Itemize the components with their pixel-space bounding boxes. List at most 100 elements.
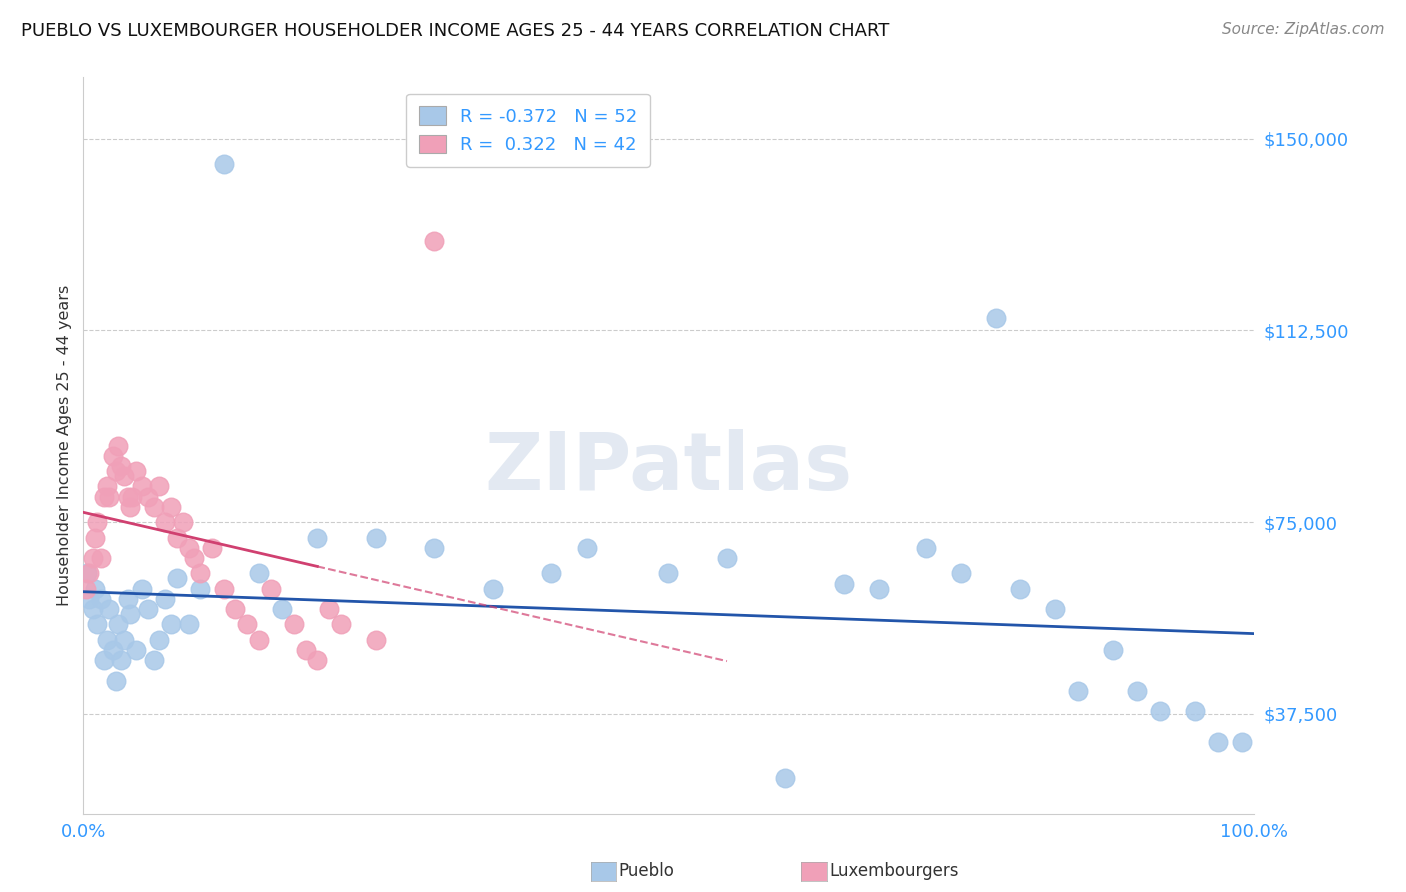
Point	[166, 531, 188, 545]
Point	[77, 566, 100, 581]
Point	[177, 617, 200, 632]
Point	[716, 551, 738, 566]
Point	[93, 653, 115, 667]
Point	[90, 591, 112, 606]
Point	[1125, 684, 1147, 698]
Point	[96, 632, 118, 647]
Point	[775, 771, 797, 785]
Point	[110, 653, 132, 667]
Point	[75, 582, 97, 596]
Point	[294, 643, 316, 657]
Point	[950, 566, 973, 581]
Point	[212, 157, 235, 171]
Point	[82, 602, 104, 616]
Point	[832, 576, 855, 591]
Point	[1208, 735, 1230, 749]
Point	[575, 541, 598, 555]
Point	[82, 551, 104, 566]
Point	[188, 566, 211, 581]
Point	[107, 438, 129, 452]
Point	[1230, 735, 1253, 749]
Point	[259, 582, 281, 596]
Y-axis label: Householder Income Ages 25 - 44 years: Householder Income Ages 25 - 44 years	[58, 285, 72, 607]
Point	[1102, 643, 1125, 657]
Point	[76, 566, 98, 581]
Legend: R = -0.372   N = 52, R =  0.322   N = 42: R = -0.372 N = 52, R = 0.322 N = 42	[406, 94, 650, 167]
Point	[1008, 582, 1031, 596]
Text: Source: ZipAtlas.com: Source: ZipAtlas.com	[1222, 22, 1385, 37]
Point	[98, 490, 121, 504]
Point	[423, 234, 446, 248]
Point	[160, 617, 183, 632]
Text: ZIPatlas: ZIPatlas	[484, 428, 852, 507]
Point	[142, 500, 165, 514]
Point	[283, 617, 305, 632]
Point	[188, 582, 211, 596]
Point	[329, 617, 352, 632]
Point	[136, 602, 159, 616]
Point	[201, 541, 224, 555]
Point	[90, 551, 112, 566]
Point	[364, 632, 387, 647]
Point	[148, 632, 170, 647]
Point	[482, 582, 505, 596]
Point	[93, 490, 115, 504]
Point	[984, 310, 1007, 325]
Point	[1067, 684, 1090, 698]
Point	[131, 479, 153, 493]
Point	[117, 490, 139, 504]
Text: PUEBLO VS LUXEMBOURGER HOUSEHOLDER INCOME AGES 25 - 44 YEARS CORRELATION CHART: PUEBLO VS LUXEMBOURGER HOUSEHOLDER INCOM…	[21, 22, 890, 40]
Point	[318, 602, 340, 616]
Point	[224, 602, 246, 616]
Point	[77, 591, 100, 606]
Point	[307, 531, 329, 545]
Point	[247, 632, 270, 647]
Point	[307, 653, 329, 667]
Point	[423, 541, 446, 555]
Point	[1149, 704, 1171, 718]
Point	[212, 582, 235, 596]
Point	[1043, 602, 1066, 616]
Text: Pueblo: Pueblo	[619, 863, 675, 880]
Point	[1184, 704, 1206, 718]
Point	[84, 582, 107, 596]
Point	[868, 582, 890, 596]
Point	[120, 607, 142, 622]
Point	[117, 591, 139, 606]
Point	[112, 632, 135, 647]
Point	[236, 617, 259, 632]
Point	[177, 541, 200, 555]
Point	[148, 479, 170, 493]
Point	[98, 602, 121, 616]
Point	[364, 531, 387, 545]
Point	[86, 617, 108, 632]
Point	[657, 566, 679, 581]
Point	[136, 490, 159, 504]
Text: Luxembourgers: Luxembourgers	[830, 863, 959, 880]
Point	[105, 464, 128, 478]
Point	[247, 566, 270, 581]
Point	[540, 566, 562, 581]
Point	[142, 653, 165, 667]
Point	[120, 500, 142, 514]
Point	[84, 531, 107, 545]
Point	[155, 515, 177, 529]
Point	[155, 591, 177, 606]
Point	[107, 617, 129, 632]
Point	[183, 551, 205, 566]
Point	[101, 643, 124, 657]
Point	[86, 515, 108, 529]
Point	[160, 500, 183, 514]
Point	[915, 541, 938, 555]
Point	[271, 602, 294, 616]
Point	[121, 490, 143, 504]
Point	[172, 515, 194, 529]
Point	[125, 464, 148, 478]
Point	[131, 582, 153, 596]
Point	[125, 643, 148, 657]
Point	[105, 673, 128, 688]
Point	[101, 449, 124, 463]
Point	[112, 469, 135, 483]
Point	[166, 571, 188, 585]
Point	[96, 479, 118, 493]
